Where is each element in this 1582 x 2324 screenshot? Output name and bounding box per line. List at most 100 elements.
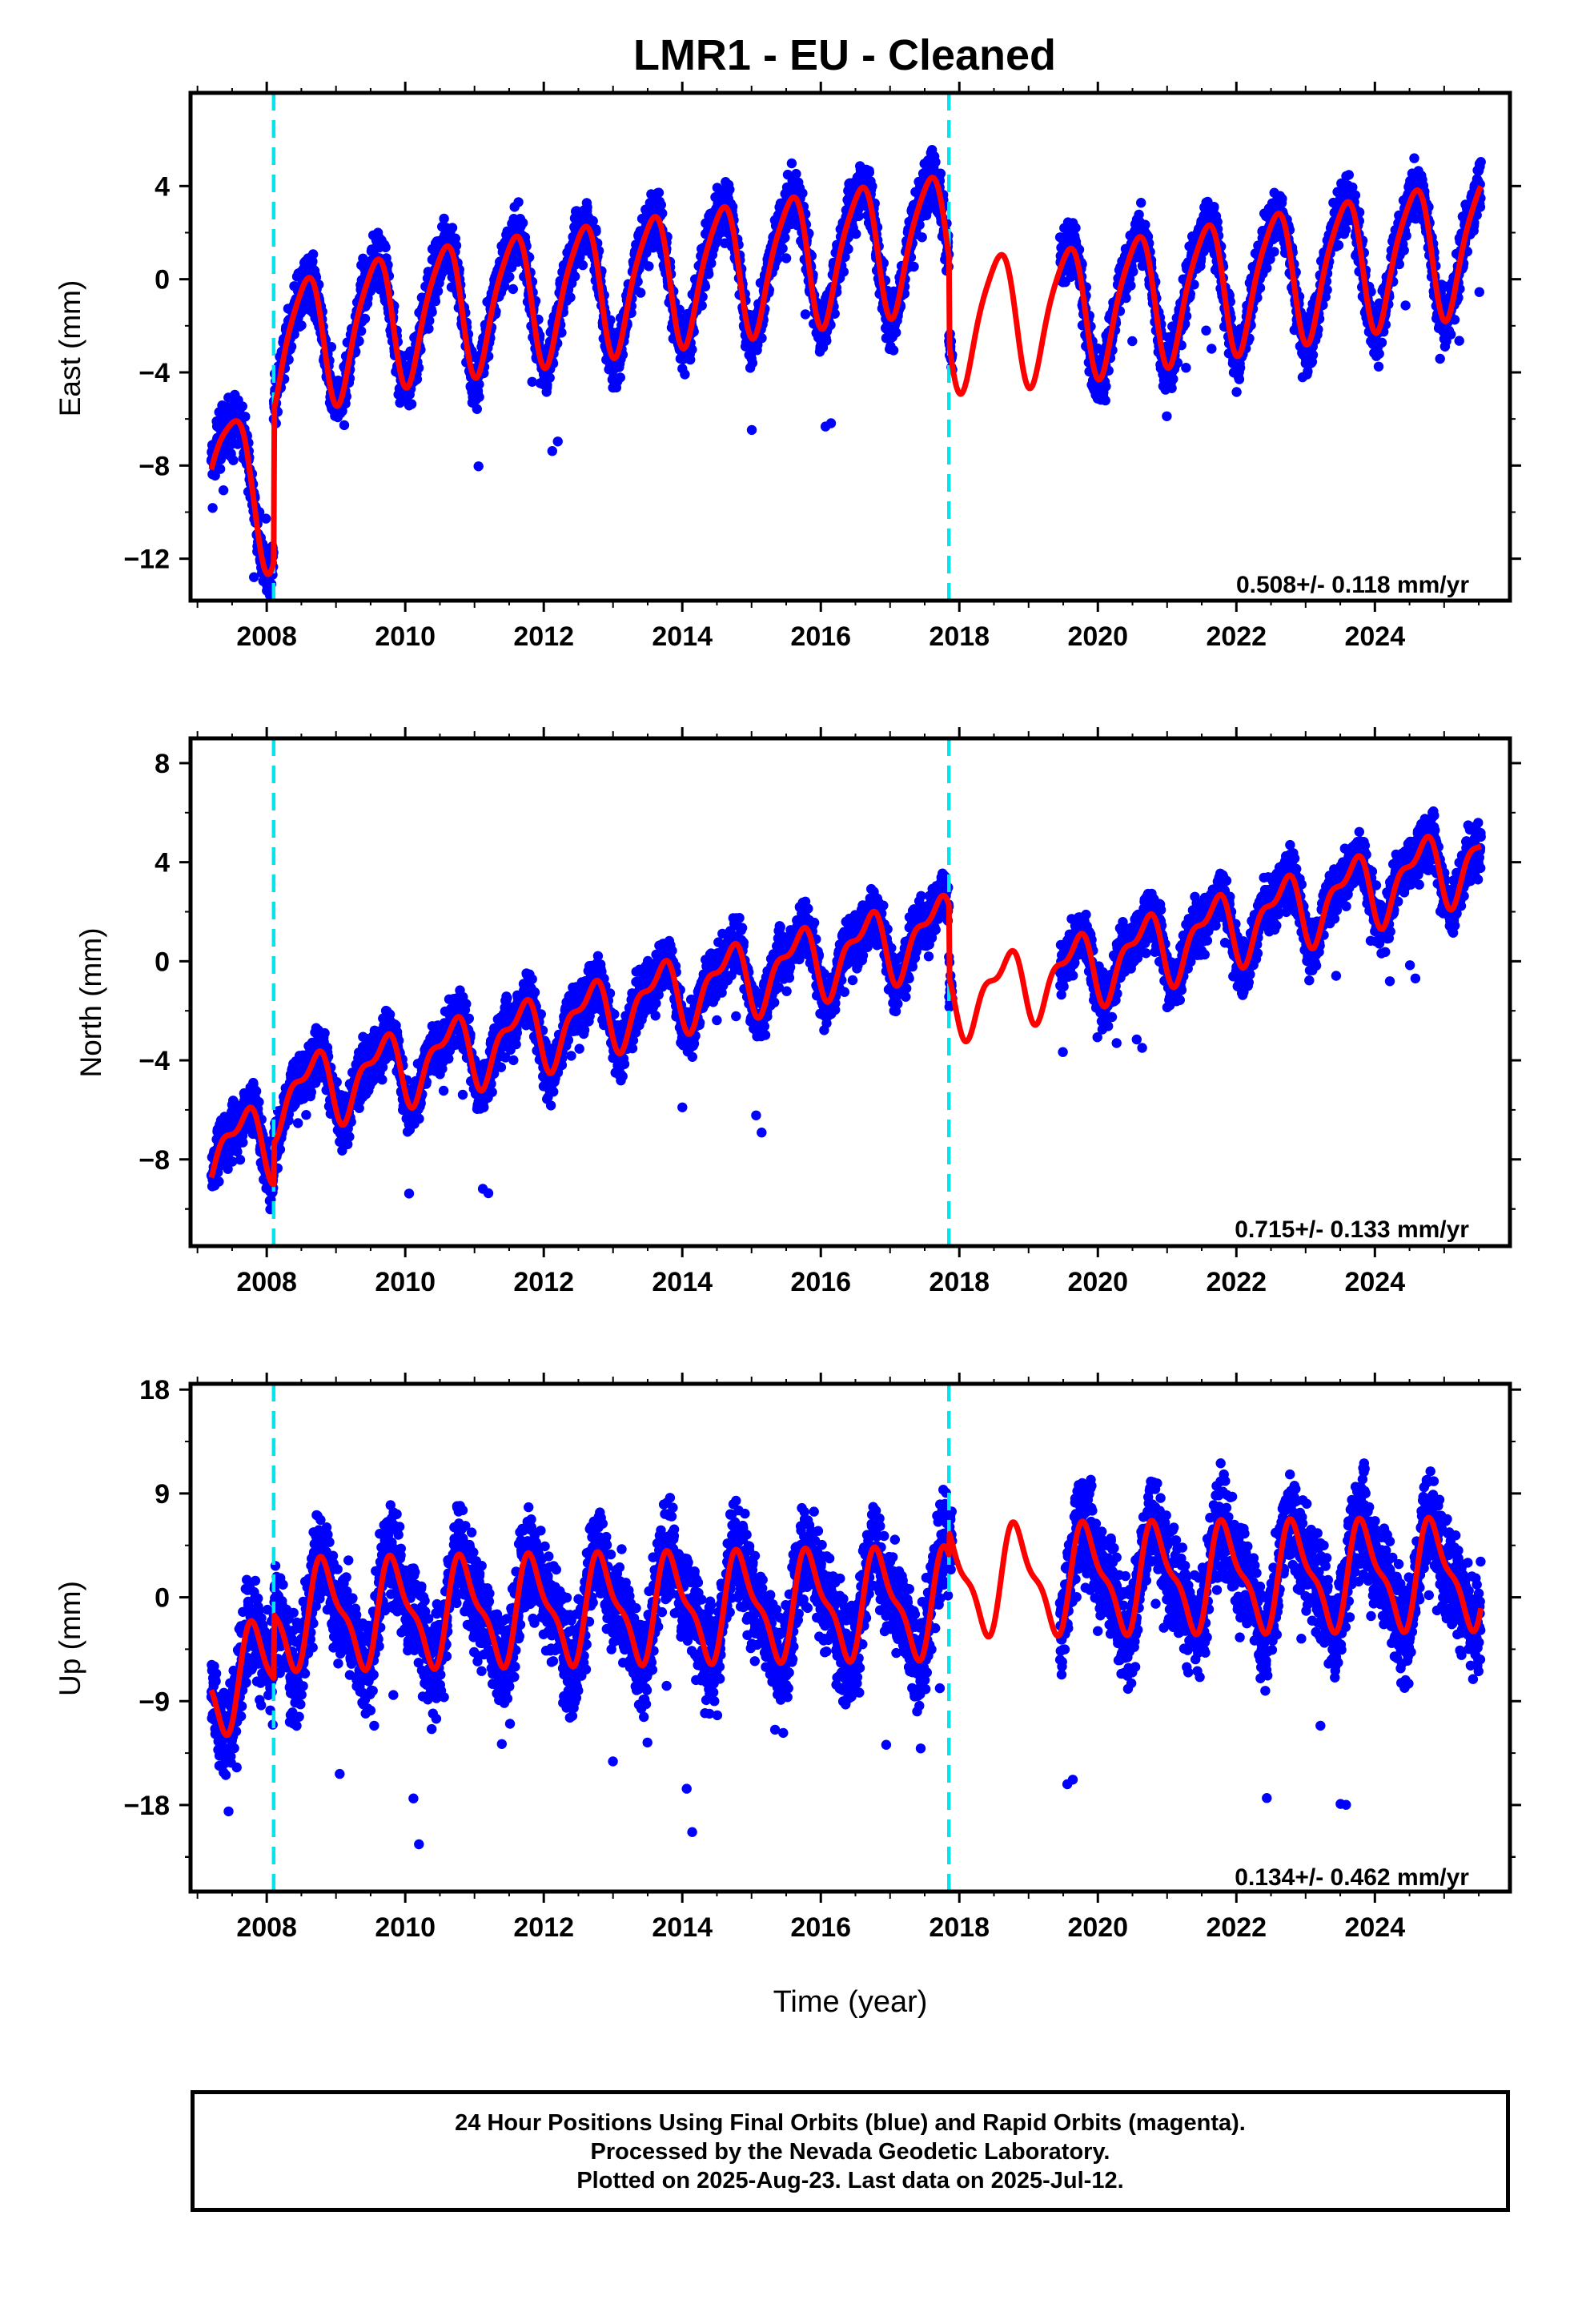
east-point <box>1162 411 1172 421</box>
east-point <box>588 215 598 227</box>
east-point <box>930 157 941 167</box>
east-point <box>891 328 901 338</box>
east-point <box>547 446 557 456</box>
east-point <box>797 188 808 199</box>
east-point <box>354 336 364 347</box>
east-point <box>704 269 714 279</box>
east-point <box>424 324 434 334</box>
east-point <box>1277 194 1287 204</box>
east-point <box>656 199 666 210</box>
east-point <box>773 254 783 264</box>
east-point <box>544 372 555 383</box>
east-point <box>570 271 580 282</box>
east-point <box>307 249 319 259</box>
east-point <box>851 228 861 239</box>
east-point <box>605 315 616 325</box>
east-point <box>237 401 247 412</box>
east-point <box>1373 361 1384 372</box>
east-point <box>355 326 367 336</box>
east-point <box>1207 344 1217 354</box>
east-point <box>218 485 229 496</box>
east-point <box>1343 170 1355 180</box>
east-point <box>582 202 592 213</box>
east-point <box>1100 395 1110 406</box>
east-point <box>888 345 899 356</box>
east-point <box>447 223 458 233</box>
east-point <box>1340 224 1351 235</box>
east-point <box>296 320 307 331</box>
east-point <box>725 184 735 195</box>
east-point <box>777 243 788 254</box>
east-point <box>746 424 757 436</box>
east-point <box>821 336 832 346</box>
east-point <box>359 313 371 324</box>
east-point <box>508 283 518 295</box>
east-point <box>474 379 484 390</box>
east-point <box>427 307 437 317</box>
east-point <box>1231 387 1242 397</box>
east-point <box>935 168 946 179</box>
east-point <box>513 197 524 207</box>
east-point <box>575 252 585 263</box>
east-point <box>215 464 226 474</box>
east-point <box>757 333 767 344</box>
east-point <box>380 242 391 253</box>
east-point <box>1269 247 1279 257</box>
east-point <box>697 292 708 302</box>
east-point <box>657 208 668 219</box>
east-point <box>1181 363 1191 373</box>
east-point <box>853 211 864 222</box>
east-point <box>825 418 837 428</box>
east-point <box>473 461 484 472</box>
east-point <box>697 300 707 311</box>
east-point <box>451 240 462 251</box>
chart-title: LMR1 - EU - Cleaned <box>632 31 1057 79</box>
east-point <box>472 404 482 414</box>
east-point <box>780 232 790 243</box>
east-point <box>215 454 226 464</box>
east-point <box>527 376 537 387</box>
east-point <box>680 369 690 380</box>
east-point <box>1376 337 1387 348</box>
east-point <box>644 261 654 271</box>
east-point <box>307 256 318 267</box>
east-point <box>800 309 811 320</box>
east-point <box>228 455 239 465</box>
east-point <box>917 232 927 243</box>
east-point <box>1136 198 1146 208</box>
east-point <box>430 296 441 307</box>
east-point <box>517 218 528 228</box>
east-point <box>747 358 758 368</box>
east-point <box>240 412 251 422</box>
east-point <box>1262 263 1272 273</box>
east-point <box>432 286 444 296</box>
east-point <box>1333 240 1344 251</box>
east-point <box>615 372 625 383</box>
east-point <box>1101 381 1111 392</box>
east-point <box>786 158 797 169</box>
east-point <box>552 436 563 447</box>
east-point <box>687 344 697 355</box>
east-point <box>1307 350 1319 360</box>
east-data-area <box>206 93 1486 601</box>
east-point <box>207 503 218 513</box>
east-point <box>700 281 711 292</box>
east-point <box>261 513 271 524</box>
east-point <box>474 392 484 402</box>
east-point <box>706 258 717 268</box>
east-point <box>636 287 646 298</box>
east-point <box>781 253 792 263</box>
east-point <box>653 187 665 198</box>
east-point <box>1350 190 1361 200</box>
east-point <box>1235 363 1246 373</box>
east-point <box>406 399 417 409</box>
east-point <box>1234 374 1245 384</box>
east-point <box>1140 219 1150 230</box>
east-point <box>1128 267 1138 277</box>
east-point <box>838 267 849 277</box>
east-point <box>1168 374 1178 384</box>
east-point <box>326 342 337 352</box>
east-point <box>1070 223 1081 233</box>
